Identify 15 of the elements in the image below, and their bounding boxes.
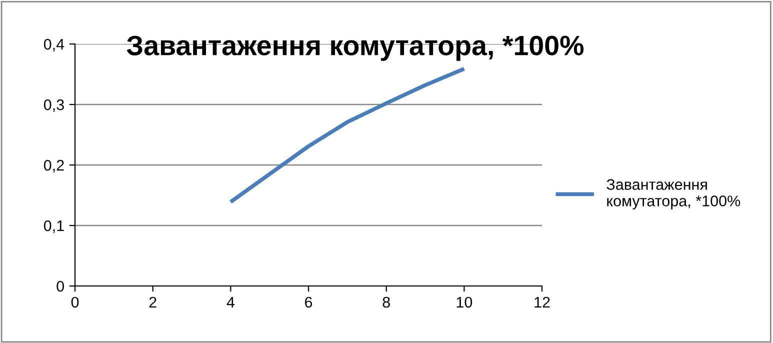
y-tick-label: 0,4 xyxy=(44,38,64,52)
x-tick-label: 0 xyxy=(71,296,79,308)
x-tick-label: 10 xyxy=(456,296,472,308)
legend-label: Завантаження комутатора, *100% xyxy=(606,179,740,210)
x-tick-label: 4 xyxy=(226,296,234,308)
y-tick-label: 0,3 xyxy=(44,99,64,112)
chart-title: Завантаження комутатора, *100% xyxy=(126,36,584,61)
y-tick-label: 0,1 xyxy=(44,220,64,233)
x-tick-label: 2 xyxy=(149,296,156,308)
x-tick-label: 6 xyxy=(305,296,312,308)
x-tick-label: 8 xyxy=(382,296,390,308)
y-tick-label: 0,2 xyxy=(44,160,64,172)
line-series xyxy=(228,66,466,204)
y-tick-label: 0 xyxy=(56,280,64,292)
x-tick-label: 12 xyxy=(534,296,550,308)
